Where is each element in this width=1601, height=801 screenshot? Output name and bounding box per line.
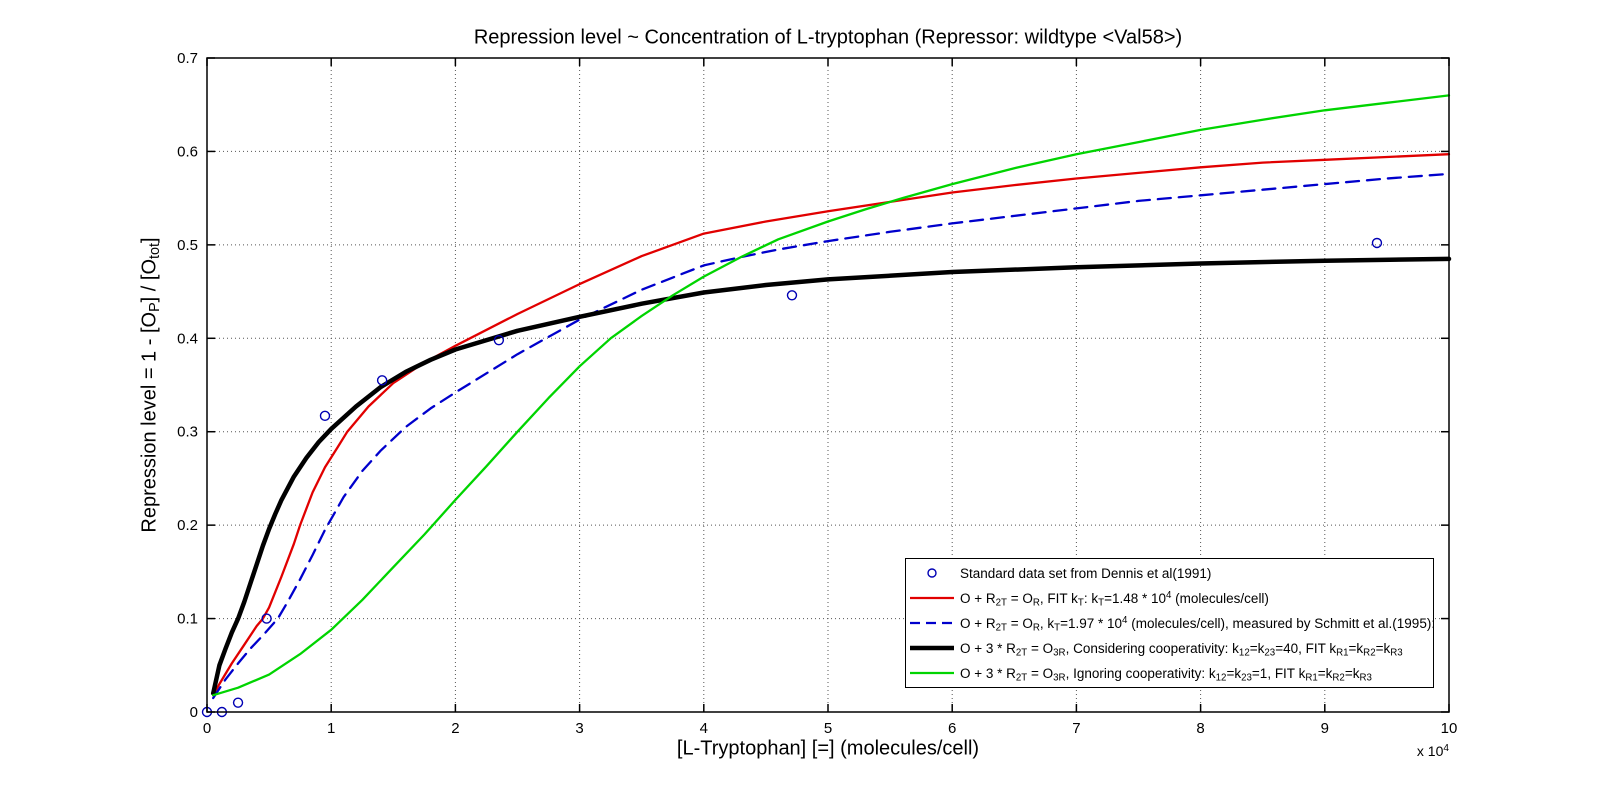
- legend-entry: Standard data set from Dennis et al(1991…: [906, 561, 1433, 586]
- legend-entry-label: O + 3 * R2T = O3R, Considering cooperati…: [960, 640, 1403, 658]
- data-point-circle: [261, 613, 272, 624]
- legend-entry: O + 3 * R2T = O3R, Considering cooperati…: [906, 636, 1433, 661]
- legend-line-marker: [906, 641, 958, 655]
- legend-entry: O + 3 * R2T = O3R, Ignoring cooperativit…: [906, 661, 1433, 686]
- y-tick-label: 0.1: [177, 611, 198, 628]
- x-tick-label: 3: [575, 720, 583, 737]
- x-tick-label: 7: [1072, 720, 1080, 737]
- x-tick-label: 8: [1196, 720, 1204, 737]
- legend-entry: O + R2T = OR, FIT kT: kT=1.48 * 104 (mol…: [906, 586, 1433, 611]
- data-point-circle: [1371, 237, 1383, 249]
- y-tick-label: 0.2: [177, 517, 198, 534]
- legend-line-marker: [906, 616, 958, 630]
- series-curve: [212, 94, 1451, 697]
- data-point-circle: [232, 697, 244, 708]
- data-point-circle: [786, 290, 798, 301]
- data-point-circle: [319, 410, 331, 422]
- legend-line-marker: [906, 666, 958, 680]
- x-tick-label: 5: [824, 720, 832, 737]
- y-tick-label: 0.7: [177, 50, 198, 67]
- legend-circle-glyph: [927, 568, 937, 578]
- data-point-circle: [376, 375, 388, 386]
- legend-entry-label: O + R2T = OR, kT=1.97 * 104 (molecules/c…: [960, 614, 1436, 633]
- legend-circle-marker: [906, 566, 958, 580]
- x-tick-label: 10: [1441, 720, 1458, 737]
- legend-entry: O + R2T = OR, kT=1.97 * 104 (molecules/c…: [906, 611, 1436, 636]
- legend-entry-label: O + R2T = OR, FIT kT: kT=1.48 * 104 (mol…: [960, 589, 1269, 608]
- x-tick-label: 9: [1321, 720, 1329, 737]
- legend-box: Standard data set from Dennis et al(1991…: [905, 558, 1436, 688]
- y-tick-label: 0.4: [177, 330, 198, 347]
- y-tick-label: 0.3: [177, 424, 198, 441]
- legend-line-marker: [906, 591, 958, 605]
- x-tick-label: 2: [451, 720, 459, 737]
- series-curve: [210, 256, 1452, 696]
- series-curve: [212, 172, 1451, 700]
- legend-entry-label: O + 3 * R2T = O3R, Ignoring cooperativit…: [960, 665, 1372, 683]
- tick-label-layer: 0 1 2 3 4 5 6 7 8 9 10 0 0.1 0.2 0.3 0.4 0.5 0.6 0.7: [177, 50, 1457, 737]
- data-point-circle: [493, 334, 505, 346]
- y-tick-label: 0.6: [177, 143, 198, 160]
- x-axis-multiplier: x 104: [1416, 742, 1449, 759]
- y-tick-label: 0.5: [177, 237, 198, 254]
- x-axis-label: [L-Tryptophan] [=] (molecules/cell): [676, 737, 980, 760]
- chart-title: Repression level ~ Concentration of L-tr…: [473, 26, 1183, 49]
- x-tick-label: 1: [327, 720, 335, 737]
- legend-entry-label: Standard data set from Dennis et al(1991…: [960, 565, 1212, 581]
- x-tick-label: 6: [948, 720, 956, 737]
- y-tick-label: 0: [190, 704, 198, 721]
- x-tick-label: 0: [203, 720, 211, 737]
- series-layer: [210, 94, 1452, 700]
- axes-layer: [206, 57, 1450, 713]
- x-tick-label: 4: [700, 720, 708, 737]
